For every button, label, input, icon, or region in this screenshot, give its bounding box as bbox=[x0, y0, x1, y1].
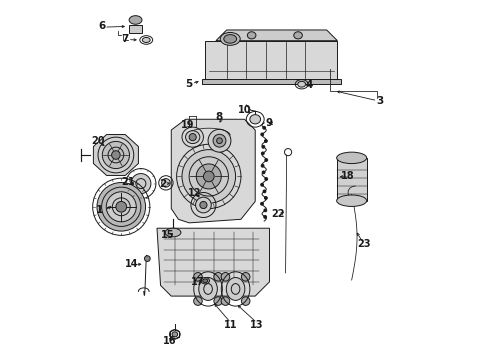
Polygon shape bbox=[205, 41, 337, 80]
Ellipse shape bbox=[193, 273, 202, 281]
Ellipse shape bbox=[293, 32, 302, 39]
Ellipse shape bbox=[261, 152, 264, 155]
Text: 6: 6 bbox=[98, 21, 105, 31]
Polygon shape bbox=[171, 119, 255, 223]
Text: 20: 20 bbox=[91, 136, 104, 146]
Polygon shape bbox=[93, 135, 138, 175]
Text: 15: 15 bbox=[161, 230, 174, 240]
Ellipse shape bbox=[165, 228, 181, 237]
Ellipse shape bbox=[203, 171, 214, 182]
Ellipse shape bbox=[226, 278, 244, 300]
Text: 1: 1 bbox=[96, 205, 103, 215]
Ellipse shape bbox=[162, 179, 170, 187]
Ellipse shape bbox=[247, 32, 255, 39]
Ellipse shape bbox=[262, 145, 264, 148]
Ellipse shape bbox=[142, 37, 150, 42]
Ellipse shape bbox=[144, 256, 150, 261]
Text: 10: 10 bbox=[237, 105, 251, 115]
Text: 17: 17 bbox=[191, 277, 204, 287]
Ellipse shape bbox=[336, 152, 366, 163]
Bar bbox=[129, 25, 142, 33]
Ellipse shape bbox=[213, 134, 225, 147]
Ellipse shape bbox=[203, 279, 207, 283]
Text: 9: 9 bbox=[265, 118, 272, 128]
Ellipse shape bbox=[111, 151, 120, 159]
Ellipse shape bbox=[263, 216, 266, 219]
Ellipse shape bbox=[195, 197, 211, 213]
Ellipse shape bbox=[216, 138, 222, 144]
Ellipse shape bbox=[129, 16, 142, 24]
Ellipse shape bbox=[207, 129, 230, 152]
Ellipse shape bbox=[193, 297, 202, 305]
Ellipse shape bbox=[264, 197, 267, 199]
Ellipse shape bbox=[264, 177, 267, 180]
Text: 2: 2 bbox=[159, 179, 165, 189]
Ellipse shape bbox=[182, 150, 235, 203]
Text: 5: 5 bbox=[185, 78, 192, 89]
Text: 12: 12 bbox=[187, 188, 201, 198]
Ellipse shape bbox=[260, 133, 263, 136]
Ellipse shape bbox=[263, 190, 265, 193]
Ellipse shape bbox=[241, 273, 249, 281]
Ellipse shape bbox=[102, 141, 129, 168]
Ellipse shape bbox=[97, 183, 145, 231]
Text: 4: 4 bbox=[305, 80, 312, 90]
Ellipse shape bbox=[189, 134, 196, 141]
Text: 7: 7 bbox=[121, 34, 128, 44]
Text: 23: 23 bbox=[357, 239, 370, 249]
Ellipse shape bbox=[264, 209, 266, 212]
Ellipse shape bbox=[220, 32, 240, 45]
Ellipse shape bbox=[262, 126, 265, 129]
Ellipse shape bbox=[261, 165, 264, 167]
Ellipse shape bbox=[221, 273, 229, 281]
Ellipse shape bbox=[264, 158, 267, 161]
Ellipse shape bbox=[221, 297, 229, 305]
Text: 8: 8 bbox=[215, 112, 223, 122]
Ellipse shape bbox=[196, 164, 221, 189]
Ellipse shape bbox=[200, 202, 206, 208]
Ellipse shape bbox=[131, 174, 151, 194]
Text: 13: 13 bbox=[250, 320, 263, 330]
Ellipse shape bbox=[260, 202, 263, 205]
Ellipse shape bbox=[198, 278, 217, 300]
Text: 19: 19 bbox=[180, 120, 194, 130]
Ellipse shape bbox=[336, 195, 366, 206]
Text: 22: 22 bbox=[271, 209, 285, 219]
Text: 14: 14 bbox=[125, 259, 139, 269]
Ellipse shape bbox=[172, 332, 177, 337]
Text: 16: 16 bbox=[163, 336, 176, 346]
Ellipse shape bbox=[116, 202, 126, 212]
Ellipse shape bbox=[262, 171, 264, 174]
Ellipse shape bbox=[241, 297, 249, 305]
Text: 11: 11 bbox=[223, 320, 237, 330]
Ellipse shape bbox=[213, 273, 222, 281]
Text: 21: 21 bbox=[122, 177, 135, 187]
Bar bbox=[201, 79, 340, 84]
Text: 3: 3 bbox=[376, 96, 383, 107]
Ellipse shape bbox=[224, 35, 236, 43]
Polygon shape bbox=[157, 228, 269, 296]
Ellipse shape bbox=[213, 297, 222, 305]
Ellipse shape bbox=[297, 81, 305, 87]
Polygon shape bbox=[216, 30, 337, 41]
Ellipse shape bbox=[106, 192, 136, 222]
Ellipse shape bbox=[249, 114, 260, 124]
Bar bbox=[336, 158, 366, 201]
Ellipse shape bbox=[185, 131, 200, 144]
Ellipse shape bbox=[201, 278, 209, 284]
Ellipse shape bbox=[264, 140, 267, 143]
Ellipse shape bbox=[260, 183, 263, 186]
Text: 18: 18 bbox=[341, 171, 354, 181]
